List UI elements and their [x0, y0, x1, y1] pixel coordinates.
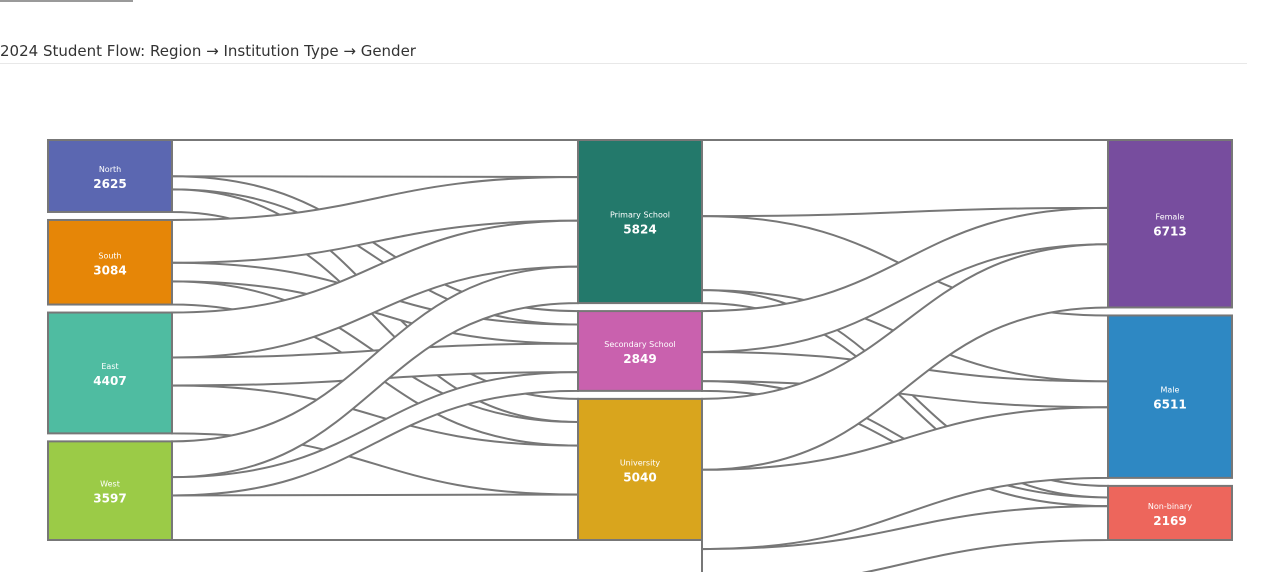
labels-layer: North 2625 South 3084 East 4407 West 3597 Primar…: [93, 165, 1192, 528]
nodes-layer: [47, 139, 1233, 542]
node-label-west: West: [100, 480, 120, 489]
node-value-primary: 5824: [623, 223, 656, 237]
node-nonbinary[interactable]: [1107, 484, 1233, 541]
node-male[interactable]: [1107, 314, 1233, 479]
flow-north-to-primary[interactable]: [171, 138, 579, 178]
node-female[interactable]: [1107, 139, 1233, 309]
node-value-female: 6713: [1153, 225, 1186, 239]
title-divider: [0, 63, 1247, 64]
node-primary[interactable]: [577, 139, 703, 305]
node-south[interactable]: [47, 218, 173, 306]
node-west[interactable]: [47, 440, 173, 542]
node-university[interactable]: [577, 397, 703, 541]
node-value-university: 5040: [623, 470, 656, 484]
node-label-nonbinary: Non-binary: [1148, 502, 1192, 511]
tab-indicator: [0, 0, 133, 2]
node-label-south: South: [98, 251, 121, 260]
node-value-north: 2625: [93, 177, 126, 191]
node-value-west: 3597: [93, 492, 126, 506]
node-label-primary: Primary School: [610, 211, 670, 220]
flow-west-to-university[interactable]: [171, 493, 579, 542]
node-north[interactable]: [47, 139, 173, 213]
chart-title: 2024 Student Flow: Region → Institution …: [0, 42, 416, 60]
links-layer: [171, 138, 1109, 572]
node-label-north: North: [99, 165, 121, 174]
node-east[interactable]: [47, 311, 173, 435]
node-label-female: Female: [1156, 213, 1185, 222]
node-value-secondary: 2849: [623, 352, 656, 366]
node-label-secondary: Secondary School: [604, 340, 675, 349]
node-value-male: 6511: [1153, 398, 1186, 412]
node-value-east: 4407: [93, 374, 126, 388]
node-label-male: Male: [1161, 386, 1180, 395]
node-label-university: University: [620, 458, 661, 467]
node-label-east: East: [101, 362, 118, 371]
node-secondary[interactable]: [577, 310, 703, 392]
flow-primary-to-female[interactable]: [701, 138, 1109, 218]
node-value-south: 3084: [93, 263, 126, 277]
node-value-nonbinary: 2169: [1153, 514, 1186, 528]
